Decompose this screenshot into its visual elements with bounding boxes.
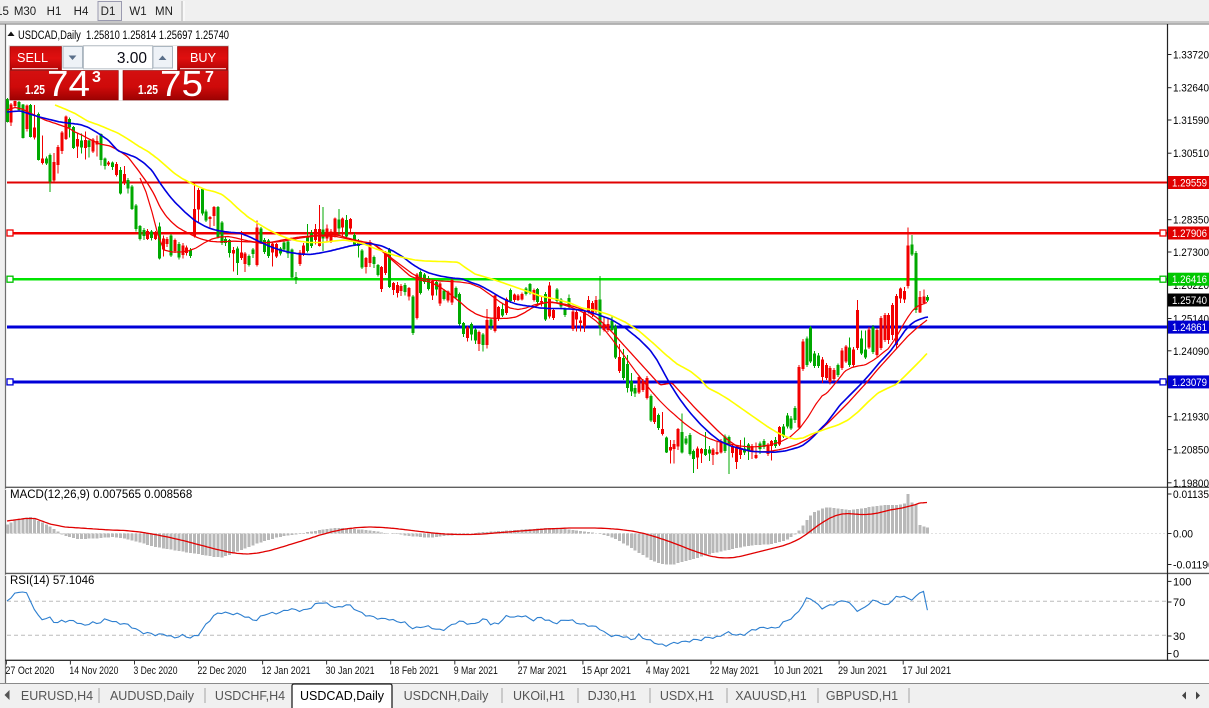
svg-text:30: 30 (1173, 631, 1185, 643)
svg-text:USDCAD,Daily 1.25810 1.25814: USDCAD,Daily 1.25810 1.25814 1.25697 1.2… (18, 30, 229, 42)
svg-text:1.19800: 1.19800 (1173, 478, 1209, 490)
svg-text:1.24090: 1.24090 (1173, 346, 1209, 358)
svg-text:M30: M30 (14, 6, 36, 18)
svg-text:XAUUSD,H1: XAUUSD,H1 (735, 689, 807, 703)
svg-text:1.21930: 1.21930 (1173, 412, 1209, 424)
svg-text:USDX,H1: USDX,H1 (660, 689, 714, 703)
svg-text:9 Mar 2021: 9 Mar 2021 (454, 665, 498, 677)
svg-text:15 Apr 2021: 15 Apr 2021 (582, 665, 631, 677)
svg-text:1.20850: 1.20850 (1173, 445, 1209, 457)
svg-text:12 Jan 2021: 12 Jan 2021 (262, 665, 311, 677)
svg-text:D1: D1 (101, 6, 116, 18)
svg-text:H4: H4 (74, 6, 89, 18)
svg-text:29 Jun 2021: 29 Jun 2021 (838, 665, 887, 677)
svg-text:70: 70 (1173, 597, 1185, 609)
svg-text:1.25740: 1.25740 (1172, 295, 1207, 307)
svg-text:USDCNH,Daily: USDCNH,Daily (404, 689, 489, 703)
svg-text:22 Dec 2020: 22 Dec 2020 (198, 665, 247, 677)
svg-text:7: 7 (205, 69, 214, 86)
svg-text:10 Jun 2021: 10 Jun 2021 (774, 665, 823, 677)
svg-text:18 Feb 2021: 18 Feb 2021 (390, 665, 439, 677)
svg-text:1.24861: 1.24861 (1172, 322, 1207, 334)
svg-text:GBPUSD,H1: GBPUSD,H1 (826, 689, 898, 703)
svg-text:MACD(12,26,9) 0.007565 0.00856: MACD(12,26,9) 0.007565 0.008568 (10, 489, 192, 501)
svg-text:EURUSD,H4: EURUSD,H4 (21, 689, 93, 703)
svg-text:1.31590: 1.31590 (1173, 115, 1209, 127)
svg-text:15: 15 (0, 6, 9, 18)
svg-text:74: 74 (47, 63, 90, 104)
svg-text:1.33720: 1.33720 (1173, 50, 1209, 62)
svg-text:3: 3 (92, 69, 101, 86)
svg-text:1.30510: 1.30510 (1173, 148, 1209, 160)
svg-text:27 Mar 2021: 27 Mar 2021 (518, 665, 567, 677)
svg-text:100: 100 (1173, 576, 1191, 588)
svg-text:SELL: SELL (17, 51, 48, 65)
svg-text:USDCHF,H4: USDCHF,H4 (215, 689, 285, 703)
svg-text:BUY: BUY (190, 51, 217, 65)
svg-text:3.00: 3.00 (117, 50, 148, 67)
svg-text:UKOil,H1: UKOil,H1 (513, 689, 565, 703)
svg-text:0.00: 0.00 (1173, 529, 1193, 541)
svg-text:1.23079: 1.23079 (1172, 377, 1207, 389)
svg-text:22 May 2021: 22 May 2021 (710, 665, 759, 677)
svg-text:1.27906: 1.27906 (1172, 228, 1207, 240)
svg-text:14 Nov 2020: 14 Nov 2020 (69, 665, 118, 677)
svg-text:75: 75 (160, 63, 203, 104)
svg-text:4 May 2021: 4 May 2021 (646, 665, 690, 677)
svg-text:DJ30,H1: DJ30,H1 (588, 689, 637, 703)
svg-text:27 Oct 2020: 27 Oct 2020 (5, 665, 54, 677)
svg-text:0: 0 (1173, 649, 1179, 661)
svg-text:1.28350: 1.28350 (1173, 215, 1209, 227)
svg-text:-0.01190: -0.01190 (1173, 560, 1209, 572)
svg-text:AUDUSD,Daily: AUDUSD,Daily (110, 689, 195, 703)
svg-text:0.01135: 0.01135 (1173, 489, 1209, 501)
svg-text:MN: MN (155, 6, 173, 18)
svg-text:3 Dec 2020: 3 Dec 2020 (134, 665, 178, 677)
svg-text:1.29559: 1.29559 (1172, 178, 1207, 190)
svg-text:1.32640: 1.32640 (1173, 83, 1209, 95)
svg-text:RSI(14) 57.1046: RSI(14) 57.1046 (10, 575, 94, 587)
svg-text:1.25: 1.25 (25, 82, 45, 97)
svg-text:1.27300: 1.27300 (1173, 247, 1209, 259)
svg-text:H1: H1 (47, 6, 62, 18)
svg-text:1.26416: 1.26416 (1172, 274, 1207, 286)
svg-text:1.25: 1.25 (138, 82, 158, 97)
svg-text:W1: W1 (129, 6, 146, 18)
svg-text:USDCAD,Daily: USDCAD,Daily (300, 689, 385, 703)
svg-text:30 Jan 2021: 30 Jan 2021 (326, 665, 375, 677)
svg-text:17 Jul 2021: 17 Jul 2021 (902, 665, 951, 677)
